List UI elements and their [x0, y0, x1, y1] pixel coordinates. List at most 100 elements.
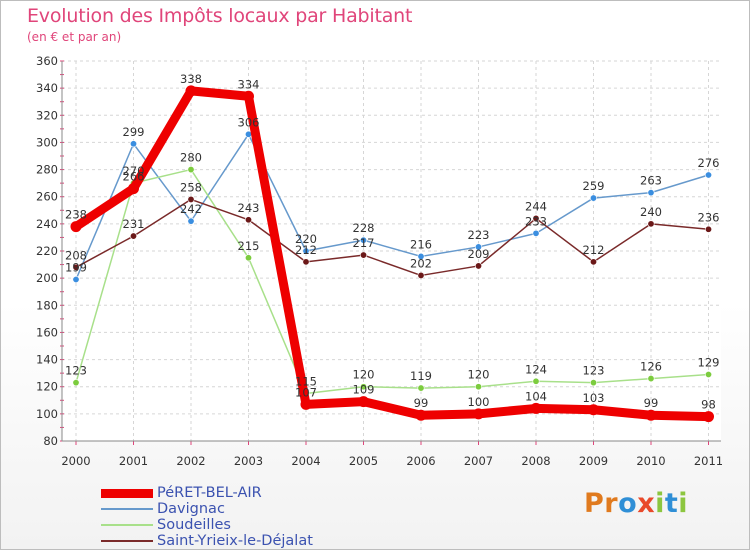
data-label: 98 [701, 398, 716, 412]
data-label: 123 [583, 364, 605, 378]
data-label: 126 [640, 360, 662, 374]
data-point [474, 383, 482, 391]
data-label: 244 [525, 199, 547, 213]
data-label: 231 [123, 217, 145, 231]
data-point [187, 195, 195, 203]
legend-swatch [101, 488, 153, 498]
x-tick-label: 2000 [61, 454, 90, 468]
series-line-p-ret-bel-air [71, 86, 713, 422]
data-label: 236 [698, 210, 720, 224]
legend-label: PéRET-BEL-AIR [157, 485, 262, 501]
y-tick-label: 120 [36, 380, 58, 394]
data-label: 266 [123, 170, 145, 184]
data-label: 212 [295, 243, 317, 257]
axes: 80 100 120 140 160 180 200 220 240 260 280 300 320 34… [36, 54, 723, 468]
legend-swatch [101, 508, 153, 510]
data-label: 103 [583, 391, 605, 405]
data-labels: 238 266 338 334 107 109 99 100 104 103 99 98 199 299 2… [65, 72, 719, 412]
y-tick-label: 80 [43, 434, 58, 448]
data-point [245, 254, 253, 262]
data-point [532, 377, 540, 385]
x-tick-label: 2005 [349, 454, 378, 468]
data-point [72, 263, 80, 271]
data-label: 240 [640, 205, 662, 219]
x-tick-label: 2003 [234, 454, 263, 468]
logo-letter: o [618, 488, 638, 519]
y-tick-label: 260 [36, 190, 58, 204]
data-label: 100 [468, 395, 490, 409]
data-point [645, 409, 657, 421]
logo-letter: x [637, 488, 656, 519]
data-point [359, 383, 367, 391]
data-point [72, 379, 80, 387]
data-label: 334 [238, 77, 260, 91]
data-label: 258 [180, 180, 202, 194]
data-point [130, 232, 138, 240]
legend-label: Davignac [157, 501, 225, 517]
legend: PéRET-BEL-AIR Davignac Soudeilles Saint-… [101, 485, 313, 549]
data-point [647, 220, 655, 228]
y-tick-label: 140 [36, 353, 58, 367]
data-label: 280 [180, 151, 202, 165]
data-point [72, 275, 80, 283]
data-label: 109 [353, 383, 375, 397]
series-line-saint-yrieix-le-d-jalat [75, 198, 710, 277]
data-label: 129 [698, 356, 720, 370]
data-point [703, 411, 714, 423]
chart-subtitle: (en € et par an) [27, 30, 122, 44]
data-label: 209 [468, 247, 490, 261]
data-point [415, 409, 427, 421]
data-label: 233 [525, 214, 547, 228]
data-label: 212 [583, 243, 605, 257]
y-tick-label: 200 [36, 271, 58, 285]
x-tick-label: 2010 [636, 454, 665, 468]
data-label: 99 [414, 396, 429, 410]
x-tick-label: 2009 [579, 454, 608, 468]
data-point [704, 171, 712, 179]
data-point [185, 85, 197, 97]
data-label: 228 [353, 221, 375, 235]
legend-swatch [101, 524, 153, 526]
data-label: 259 [583, 179, 605, 193]
chart-title: Evolution des Impôts locaux par Habitant [27, 5, 413, 27]
y-tick-label: 300 [36, 135, 58, 149]
grid [62, 60, 721, 442]
data-label: 215 [238, 239, 260, 253]
legend-item-davignac: Davignac [101, 501, 313, 517]
logo-letter: P [584, 488, 605, 519]
y-tick-label: 280 [36, 163, 58, 177]
data-point [302, 247, 310, 255]
data-point [589, 194, 597, 202]
legend-item-saint-yrieix: Saint-Yrieix-le-Déjalat [101, 533, 313, 549]
data-label: 299 [123, 125, 145, 139]
x-tick-label: 2006 [406, 454, 435, 468]
data-point [417, 384, 425, 392]
data-point [243, 90, 254, 102]
data-label: 123 [65, 364, 87, 378]
data-point [130, 140, 138, 148]
legend-item-soudeilles: Soudeilles [101, 517, 313, 533]
x-tick-label: 2001 [119, 454, 148, 468]
series-line-davignac [75, 133, 710, 281]
data-label: 120 [468, 368, 490, 382]
data-label: 263 [640, 174, 662, 188]
x-tick-label: 2007 [464, 454, 493, 468]
data-point [128, 183, 139, 195]
y-tick-label: 320 [36, 108, 58, 122]
x-tick-label: 2002 [176, 454, 205, 468]
data-point [647, 189, 655, 197]
data-label: 238 [65, 208, 87, 222]
data-label: 199 [65, 261, 87, 275]
data-label: 216 [410, 237, 432, 251]
data-label: 243 [238, 201, 260, 215]
data-point [300, 398, 312, 410]
data-label: 202 [410, 256, 432, 270]
logo-letter: r [604, 488, 619, 519]
data-label: 115 [295, 375, 317, 389]
data-point [530, 402, 542, 414]
data-point [245, 216, 253, 224]
line-chart: 80 100 120 140 160 180 200 220 240 260 280 300 320 34… [36, 54, 723, 468]
data-point [358, 396, 369, 408]
data-point [359, 251, 367, 259]
